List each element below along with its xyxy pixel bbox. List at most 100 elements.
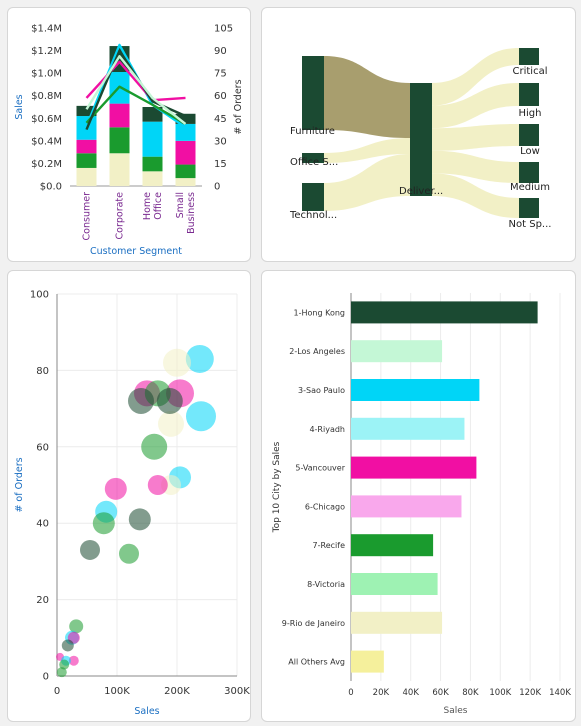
scatter-point xyxy=(59,659,70,670)
category-label: Small xyxy=(175,192,186,218)
bar xyxy=(351,495,462,518)
stacked-bar-segment xyxy=(109,153,130,186)
sankey-node xyxy=(302,153,324,163)
stacked-bar-segment xyxy=(142,171,163,186)
y-tick-label: $1.4M xyxy=(31,24,62,35)
x-axis-label: Sales xyxy=(444,706,468,716)
x-axis-label: Customer Segment xyxy=(90,246,182,257)
stacked-bar-segment xyxy=(76,139,97,154)
sankey-flow xyxy=(432,83,519,129)
bar xyxy=(351,573,438,595)
sankey-node xyxy=(302,56,324,130)
series-line xyxy=(85,60,186,102)
x-tick-label: 60K xyxy=(432,688,449,698)
y-axis-label: Top 10 City by Sales xyxy=(272,441,282,533)
stacked-bar-segment xyxy=(175,164,196,179)
scatter-point xyxy=(128,508,151,531)
category-label: Consumer xyxy=(82,192,93,241)
category-label: Business xyxy=(186,192,197,234)
category-label: Office xyxy=(153,192,164,220)
y-tick-label: $0.2M xyxy=(31,159,62,170)
x-tick-label: 80K xyxy=(462,688,479,698)
bar xyxy=(351,417,465,440)
scatter-point xyxy=(186,401,216,432)
sankey-flow xyxy=(432,124,519,151)
y-axis-label: Sales xyxy=(14,94,25,119)
y2-tick-label: 30 xyxy=(214,136,227,147)
series-line xyxy=(85,85,187,125)
bar xyxy=(351,340,443,363)
bar xyxy=(351,379,480,401)
segment-chart: $0.0 $0.2M $0.4M $0.6M $0.8M $1.0M $1.2M $1.4M 0… xyxy=(14,24,244,258)
y-tick-label: $0.8M xyxy=(31,91,62,102)
scatter-point xyxy=(68,655,79,666)
x-tick-label: 20K xyxy=(373,688,390,698)
x-tick-label: 100K xyxy=(104,686,130,697)
stacked-bar-segment xyxy=(109,127,130,154)
x-tick-label: 300K xyxy=(224,686,250,697)
y-tick-label: $0.6M xyxy=(31,114,62,125)
bar xyxy=(351,650,384,673)
scatter-point xyxy=(185,344,214,373)
y2-tick-label: 15 xyxy=(214,159,227,170)
x-tick-label: 0 xyxy=(54,686,60,697)
category-label: 1-Hong Kong xyxy=(294,308,345,317)
sankey-node xyxy=(519,124,539,146)
sankey-node xyxy=(519,83,539,106)
category-label: 3-Sao Paulo xyxy=(298,386,345,395)
stacked-bar-segment xyxy=(142,121,163,157)
x-tick-label: 120K xyxy=(519,688,541,698)
segment-chart-panel: $0.0 $0.2M $0.4M $0.6M $0.8M $1.0M $1.2M $1.4M 0… xyxy=(7,7,251,262)
series-line xyxy=(85,55,187,125)
stacked-bar-segment xyxy=(142,156,163,172)
sankey-flow xyxy=(432,48,519,106)
sankey-node-label: Technol... xyxy=(289,210,337,221)
scatter-point xyxy=(141,433,168,460)
sankey-node-label: Office S... xyxy=(290,157,338,168)
y-tick-label: $1.0M xyxy=(31,69,62,80)
y2-tick-label: 0 xyxy=(214,182,220,193)
scatter-point xyxy=(156,387,183,414)
sankey-flow xyxy=(432,173,519,218)
sankey-node-label: Deliver... xyxy=(399,186,443,197)
category-label: 9-Rio de Janeiro xyxy=(282,619,345,628)
scatter-point xyxy=(80,539,100,560)
sankey-node xyxy=(410,83,432,196)
sankey-flow xyxy=(324,56,410,138)
y-tick-label: $0.4M xyxy=(31,136,62,147)
x-tick-label: 0 xyxy=(348,688,353,698)
bar xyxy=(351,301,538,324)
category-label: 4-Riyadh xyxy=(309,425,345,434)
sankey-node-label: Not Sp... xyxy=(509,219,552,230)
y-tick-label: 0 xyxy=(43,672,49,683)
y2-axis-label: # of Orders xyxy=(233,79,244,134)
bar xyxy=(351,456,477,479)
stacked-bar-segment xyxy=(175,123,196,141)
stacked-bar-segment xyxy=(175,140,196,165)
sankey-flow xyxy=(324,138,410,163)
category-label: All Others Avg xyxy=(288,658,345,667)
x-tick-label: 100K xyxy=(489,688,511,698)
sankey-panel: Furniture Office S... Technol... Deliver...… xyxy=(261,7,576,262)
x-tick-label: 200K xyxy=(164,686,190,697)
stacked-bar-segment xyxy=(175,113,196,124)
x-tick-label: 40K xyxy=(403,688,420,698)
y-tick-label: 40 xyxy=(36,519,49,530)
y-tick-label: 60 xyxy=(36,442,49,453)
sankey-flow xyxy=(432,150,519,183)
bar xyxy=(351,534,434,557)
y2-tick-label: 75 xyxy=(214,69,227,80)
scatter-point xyxy=(128,387,154,414)
sankey-flow xyxy=(324,154,410,211)
scatter-point xyxy=(163,348,191,377)
scatter-point xyxy=(119,543,139,564)
scatter-panel: 0 20 40 60 80 100 0 100K 200K 300K # of Orders Sale… xyxy=(7,270,251,722)
category-label: 8-Victoria xyxy=(307,580,345,589)
y-tick-label: 20 xyxy=(36,595,49,606)
scatter-point xyxy=(92,512,115,535)
scatter-chart: 0 20 40 60 80 100 0 100K 200K 300K # of Orders Sale… xyxy=(14,290,250,718)
sankey-node-label: High xyxy=(519,108,542,119)
y2-tick-label: 60 xyxy=(214,91,227,102)
scatter-point xyxy=(158,410,184,437)
top-cities-panel: 0 20K 40K 60K 80K 100K 120K 140K 1-Hong Kong 2-Lo… xyxy=(261,270,576,722)
